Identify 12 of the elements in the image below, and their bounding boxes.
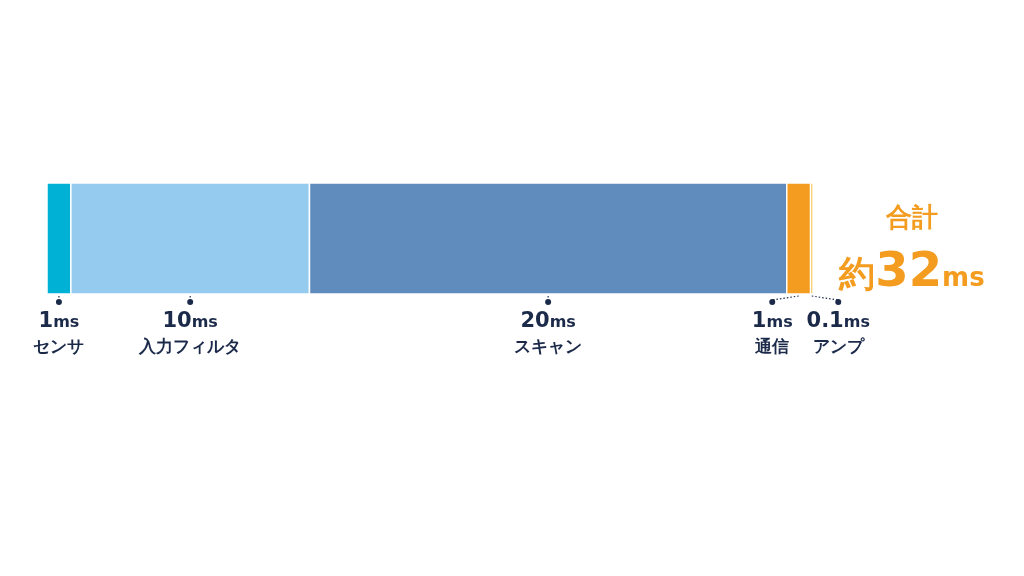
text: 約32ms xyxy=(838,241,985,297)
text: アンプ xyxy=(812,336,865,356)
text: スキャン xyxy=(514,336,583,356)
text: 入力フィルタ xyxy=(138,336,242,356)
text: 合計 xyxy=(885,202,938,232)
data-label: 10ms xyxy=(162,308,218,332)
text: センサ xyxy=(33,336,85,356)
data-label: 0.1ms xyxy=(806,308,870,332)
data-label: 20ms xyxy=(520,308,576,332)
data-label: 1ms xyxy=(751,308,793,332)
data-label: 1ms xyxy=(38,308,80,332)
text: 通信 xyxy=(754,336,790,356)
